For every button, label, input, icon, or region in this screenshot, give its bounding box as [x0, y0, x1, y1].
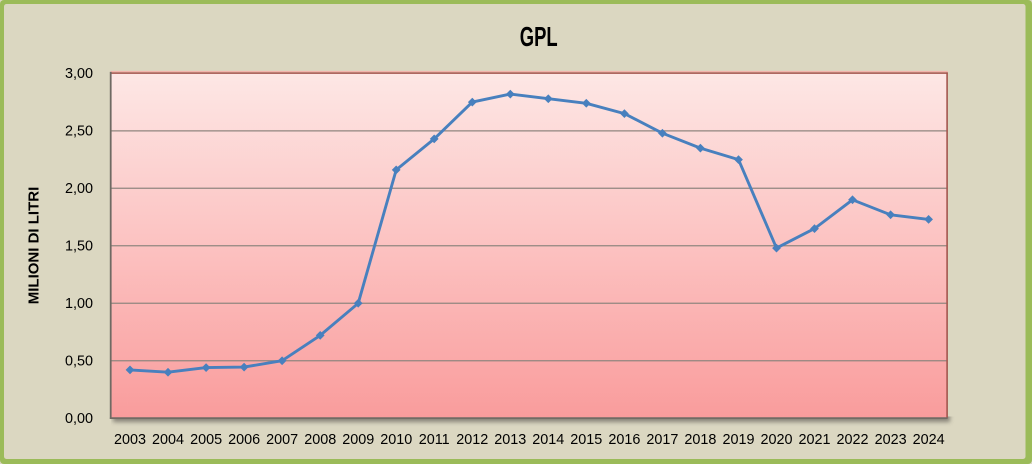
svg-text:2006: 2006: [228, 432, 260, 448]
svg-text:2,00: 2,00: [65, 181, 93, 197]
svg-text:2020: 2020: [760, 432, 792, 448]
svg-text:MILIONI DI LITRI: MILIONI DI LITRI: [26, 187, 43, 305]
svg-text:2016: 2016: [608, 432, 640, 448]
svg-text:1,50: 1,50: [65, 239, 93, 255]
svg-text:1,00: 1,00: [65, 296, 93, 312]
svg-text:2011: 2011: [419, 432, 450, 448]
svg-text:2015: 2015: [570, 432, 602, 448]
svg-text:2009: 2009: [342, 432, 374, 448]
svg-text:GPL: GPL: [520, 22, 558, 53]
svg-text:2017: 2017: [646, 432, 678, 448]
svg-text:2010: 2010: [380, 432, 412, 448]
svg-text:2003: 2003: [114, 432, 146, 448]
svg-text:2022: 2022: [836, 432, 868, 448]
svg-text:0,00: 0,00: [65, 411, 93, 427]
svg-text:2007: 2007: [266, 432, 298, 448]
svg-text:2004: 2004: [152, 432, 184, 448]
svg-text:2024: 2024: [913, 432, 945, 448]
svg-text:2,50: 2,50: [65, 124, 93, 140]
svg-text:2018: 2018: [684, 432, 716, 448]
svg-text:2023: 2023: [875, 432, 907, 448]
svg-text:0,50: 0,50: [65, 353, 93, 369]
svg-text:2019: 2019: [722, 432, 754, 448]
svg-text:2021: 2021: [798, 432, 830, 448]
svg-text:2013: 2013: [494, 432, 526, 448]
svg-text:2005: 2005: [190, 432, 222, 448]
svg-text:3,00: 3,00: [65, 66, 93, 82]
svg-text:2012: 2012: [456, 432, 488, 448]
svg-text:2014: 2014: [532, 432, 564, 448]
svg-text:2008: 2008: [304, 432, 336, 448]
